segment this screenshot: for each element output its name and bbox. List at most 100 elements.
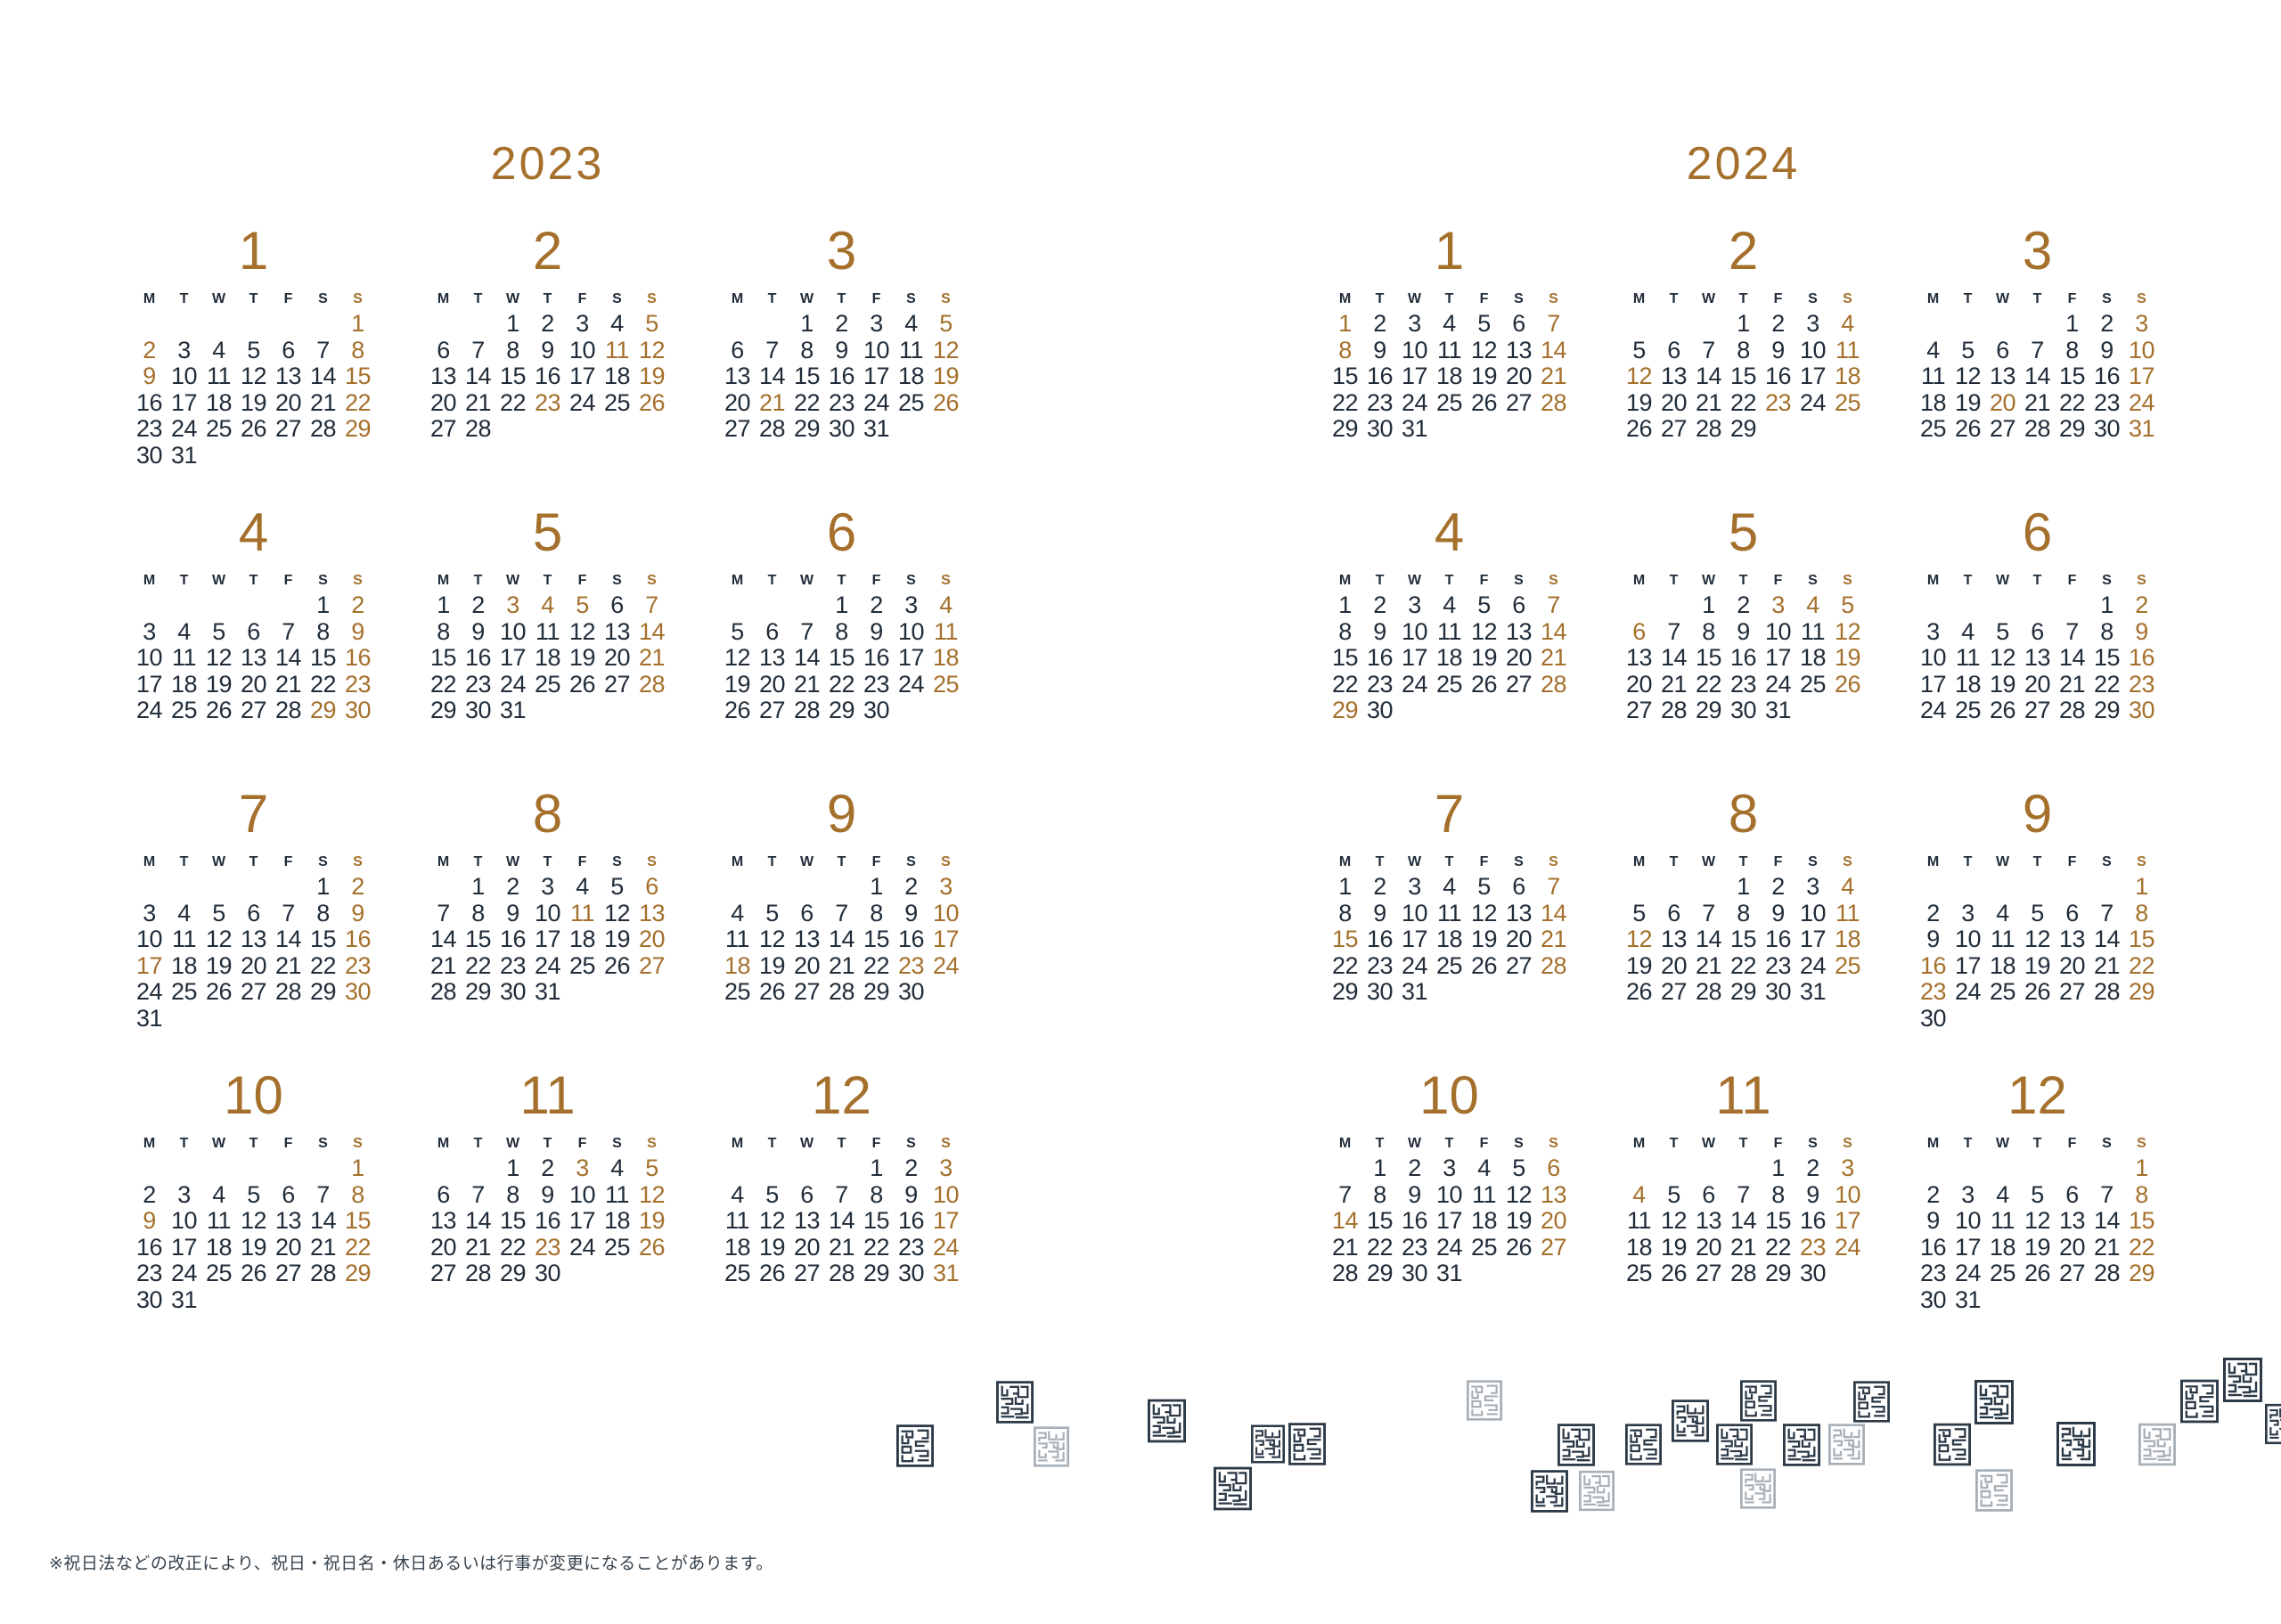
date-cell: 11 [1626,1207,1652,1234]
date-cell: 6 [437,336,450,363]
weekday-label: T [249,573,258,588]
date-cell: 12 [1954,363,1982,389]
weekday-label: T [1738,573,1748,588]
date-cell: 30 [1366,415,1394,442]
date-cell: 9 [870,617,883,645]
date-cell: 5 [1477,592,1491,618]
date-cell: 4 [1841,873,1854,900]
seal-stamp-icon [1579,1470,1615,1512]
date-cell: 5 [1477,873,1491,900]
date-cell: 3 [1961,1180,1974,1208]
date-cell: 3 [1408,873,1421,900]
date-cell: 4 [177,899,191,926]
date-cell: 2 [143,1180,156,1208]
date-cell: 26 [932,388,960,416]
date-cell: 18 [603,363,631,389]
date-cell: 8 [1737,336,1750,363]
date-cell: 29 [1729,415,1757,442]
date-cell: 21 [793,670,821,698]
weekday-label: W [505,1136,520,1151]
date-cell: 8 [1771,1180,1785,1208]
date-cell: 17 [534,926,561,952]
weekday-label: F [2067,291,2077,306]
date-cell: 11 [171,926,197,952]
date-cell: 29 [1331,697,1359,723]
date-cell: 4 [576,873,589,900]
date-cell: 2 [541,1155,554,1181]
date-cell: 14 [828,926,855,952]
date-cell: 8 [1338,617,1352,645]
date-cell: 13 [1625,644,1653,671]
date-cell: 25 [1470,1233,1498,1261]
weekday-label: F [2067,573,2077,588]
date-cell: 5 [939,310,952,337]
date-cell: 3 [1806,873,1819,900]
weekday-label: T [767,1136,777,1151]
month-dates-grid: 1 2 3 4 5 6 7 8 9 10 11 12 13 14 15 16 17 18 19 20 21 22 23 24 2… [720,873,963,1006]
date-cell: 7 [2100,1180,2113,1208]
weekday-label: S [318,1136,328,1151]
date-cell: 1 [316,592,330,618]
date-cell: 25 [1919,415,1947,442]
date-cell: 23 [1366,670,1394,698]
date-cell: 14 [464,363,492,389]
date-cell: 24 [932,951,960,979]
date-cell: 7 [2031,336,2044,363]
date-cell: 21 [1729,1233,1757,1261]
date-cell: 19 [1834,644,1861,671]
weekday-label: S [2102,573,2112,588]
seal-stamp-icon [1716,1423,1753,1466]
month-2024-8: 8 M T W T F S S 1 2 3 4 5 6 7 8 9 10 11 12 13 14 15 16 17 18 19 20 2… [1622,788,1865,1070]
date-cell: 14 [1540,336,1567,363]
date-cell: 27 [1660,978,1688,1005]
date-cell: 28 [1695,978,1722,1005]
weekday-label: M [143,854,156,869]
date-cell: 16 [1764,363,1792,389]
weekday-label: T [179,573,189,588]
date-cell: 2 [1806,1155,1819,1181]
date-cell: 26 [1470,388,1498,416]
date-cell: 22 [344,1233,372,1261]
date-cell: 1 [351,1155,364,1181]
date-cell: 9 [1926,1207,1940,1234]
date-cell: 22 [863,1233,890,1261]
date-cell: 20 [240,670,267,698]
date-cell: 26 [2023,978,2051,1005]
date-cell: 31 [2128,415,2155,442]
weekday-label: F [577,1136,587,1151]
weekday-label: M [1926,573,1940,588]
date-cell: 11 [604,336,630,363]
month-number: 2 [1728,221,1759,281]
date-cell: 11 [1471,1180,1497,1208]
date-cell: 7 [282,899,295,926]
date-cell: 8 [1702,617,1715,645]
month-2024-1: 1 M T W T F S S 1 2 3 4 5 6 7 8 9 10 11 12 13 14 15 16 17 18 19 20 2… [1328,224,1571,507]
weekday-label: M [1338,573,1352,588]
date-cell: 27 [1505,388,1533,416]
date-cell: 2 [1926,1180,1940,1208]
month-2023-11: 11 M T W T F S S 1 2 3 4 5 6 7 8 9 10 11 12 13 14 15 16 17 18 19 20… [426,1069,669,1351]
date-cell: 5 [1996,617,2009,645]
weekday-label: S [353,573,363,588]
date-cell: 26 [568,670,596,698]
date-cell: 16 [135,388,163,416]
date-cell: 30 [1799,1260,1827,1286]
weekday-label: M [1632,573,1646,588]
date-cell: 17 [1799,363,1827,389]
date-cell: 25 [1989,1260,2016,1286]
date-cell: 16 [897,1207,925,1234]
date-cell: 11 [604,1180,630,1208]
weekday-label: S [1549,573,1558,588]
date-cell: 18 [1834,363,1861,389]
weekday-label: S [941,291,951,306]
date-cell: 7 [2065,617,2079,645]
date-cell: 14 [1695,363,1722,389]
date-cell: 10 [135,644,163,671]
date-cell: 5 [1632,336,1646,363]
weekday-label: T [2032,291,2042,306]
date-cell: 7 [316,336,330,363]
date-cell: 31 [1401,415,1428,442]
date-cell: 1 [2065,310,2079,337]
